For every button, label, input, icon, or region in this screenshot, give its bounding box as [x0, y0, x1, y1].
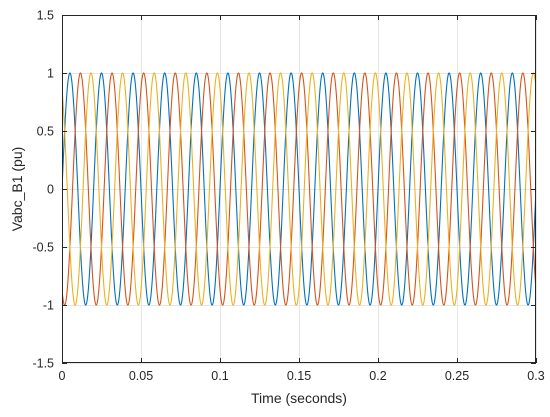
x-tick-label: 0.05 [129, 369, 153, 383]
series-line-3 [62, 72, 536, 306]
tick-marks [62, 15, 537, 364]
series-line-1 [62, 72, 536, 306]
y-tick-label: -1.5 [32, 357, 54, 371]
y-tick-label: -1 [43, 299, 54, 313]
series-line-2 [62, 72, 536, 306]
y-tick-label: 1.5 [37, 9, 54, 23]
x-axis-label: Time (seconds) [251, 390, 347, 406]
y-tick-label: 1 [47, 67, 54, 81]
y-axis-label: Vabc_B1 (pu) [9, 147, 25, 232]
y-tick-label: 0.5 [37, 125, 54, 139]
x-tick-label: 0.1 [211, 369, 228, 383]
x-tick-label: 0.2 [369, 369, 386, 383]
x-tick-label: 0 [59, 369, 66, 383]
y-tick-label: -0.5 [32, 241, 54, 255]
x-tick-label: 0.15 [287, 369, 311, 383]
series-group [62, 72, 536, 306]
x-tick-label: 0.25 [445, 369, 469, 383]
y-tick-label: 0 [47, 183, 54, 197]
x-tick-label: 0.3 [527, 369, 544, 383]
tick-labels: 0 0.05 0.1 0.15 0.2 0.25 0.3 -1.5 -1 -0.5 0 0.5 1 1.5 [32, 9, 544, 384]
